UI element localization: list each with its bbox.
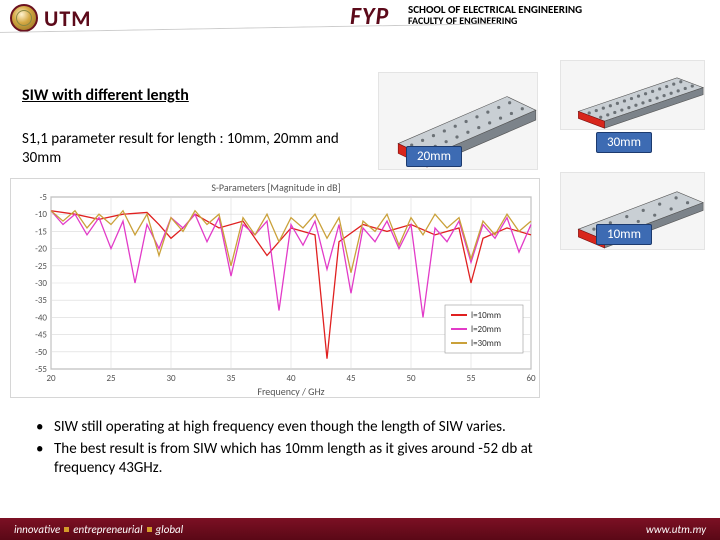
svg-text:20: 20 bbox=[46, 373, 56, 384]
svg-text:35: 35 bbox=[226, 373, 236, 384]
section-description: S1,1 parameter result for length : 10mm,… bbox=[22, 130, 352, 168]
svg-text:60: 60 bbox=[526, 373, 536, 384]
svg-text:30: 30 bbox=[166, 373, 176, 384]
separator-icon bbox=[64, 527, 69, 532]
footer-tag: entrepreneurial bbox=[73, 523, 142, 536]
bullet-item: SIW still operating at high frequency ev… bbox=[36, 418, 576, 438]
svg-text:45: 45 bbox=[346, 373, 356, 384]
logo-text: UTM bbox=[44, 5, 91, 32]
svg-text:-20: -20 bbox=[35, 244, 47, 255]
svg-text:-10: -10 bbox=[35, 209, 47, 220]
svg-text:Frequency / GHz: Frequency / GHz bbox=[257, 385, 324, 398]
separator-icon bbox=[147, 527, 152, 532]
footer-tag: global bbox=[156, 523, 184, 536]
conclusion-bullets: SIW still operating at high frequency ev… bbox=[36, 418, 576, 481]
svg-text:-30: -30 bbox=[35, 278, 47, 289]
footer: innovative entrepreneurial global www.utm.… bbox=[0, 518, 720, 540]
svg-text:l=20mm: l=20mm bbox=[471, 324, 501, 335]
footer-tags: innovative entrepreneurial global bbox=[14, 523, 183, 536]
svg-text:-5: -5 bbox=[40, 192, 48, 203]
svg-text:-40: -40 bbox=[35, 312, 47, 323]
length-badge-10mm: 10mm bbox=[596, 224, 652, 245]
logo-area: UTM bbox=[10, 4, 91, 32]
svg-text:50: 50 bbox=[406, 373, 416, 384]
utm-crest-icon bbox=[10, 4, 38, 32]
s-parameters-chart: S-Parameters [Magnitude in dB]-55-50-45-… bbox=[10, 178, 540, 398]
header: UTM FYP SCHOOL OF ELECTRICAL ENGINEERING… bbox=[0, 0, 720, 40]
svg-text:-25: -25 bbox=[35, 261, 47, 272]
svg-text:-15: -15 bbox=[35, 226, 47, 237]
footer-url: www.utm.my bbox=[646, 523, 706, 536]
svg-text:l=10mm: l=10mm bbox=[471, 310, 501, 321]
chart-svg: S-Parameters [Magnitude in dB]-55-50-45-… bbox=[11, 179, 541, 399]
bullet-item: The best result is from SIW which has 10… bbox=[36, 440, 576, 479]
siw-thumb-30mm bbox=[560, 60, 705, 130]
svg-text:S-Parameters [Magnitude in dB]: S-Parameters [Magnitude in dB] bbox=[211, 181, 340, 194]
length-badge-30mm: 30mm bbox=[596, 132, 652, 153]
svg-text:55: 55 bbox=[466, 373, 476, 384]
svg-text:25: 25 bbox=[106, 373, 116, 384]
svg-text:-45: -45 bbox=[35, 330, 47, 341]
svg-text:-50: -50 bbox=[35, 347, 47, 358]
section-title: SIW with different length bbox=[22, 86, 189, 105]
svg-text:40: 40 bbox=[286, 373, 296, 384]
svg-text:-35: -35 bbox=[35, 295, 47, 306]
siw-slab-30mm-icon bbox=[561, 61, 706, 131]
svg-text:l=30mm: l=30mm bbox=[471, 338, 501, 349]
length-badge-20mm: 20mm bbox=[406, 146, 462, 167]
footer-tag: innovative bbox=[14, 523, 60, 536]
